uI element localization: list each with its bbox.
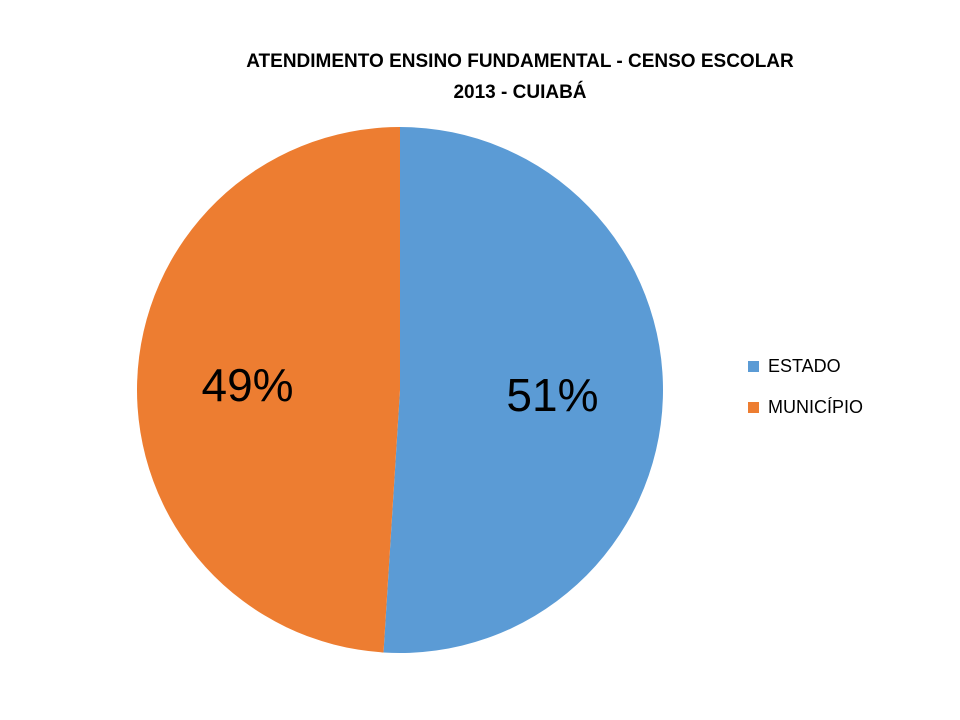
data-label-municipio: 49% — [201, 359, 293, 411]
chart-title-line-1: ATENDIMENTO ENSINO FUNDAMENTAL - CENSO E… — [246, 51, 794, 72]
legend-label-estado: ESTADO — [768, 355, 841, 376]
legend-item-estado: ESTADO — [748, 356, 863, 376]
chart-title-line-2: 2013 - CUIABÁ — [453, 82, 587, 103]
legend-swatch-estado — [748, 360, 759, 372]
data-label-estado: 51% — [506, 369, 598, 421]
pie-slice-estado — [383, 127, 664, 653]
pie-slice-municipio — [137, 127, 400, 653]
legend-label-municipio: MUNICÍPIO — [768, 396, 864, 417]
chart-title: ATENDIMENTO ENSINO FUNDAMENTAL - CENSO E… — [150, 46, 890, 108]
legend: ESTADO MUNICÍPIO — [748, 356, 863, 438]
legend-swatch-municipio — [748, 401, 759, 413]
legend-item-municipio: MUNICÍPIO — [748, 397, 863, 417]
